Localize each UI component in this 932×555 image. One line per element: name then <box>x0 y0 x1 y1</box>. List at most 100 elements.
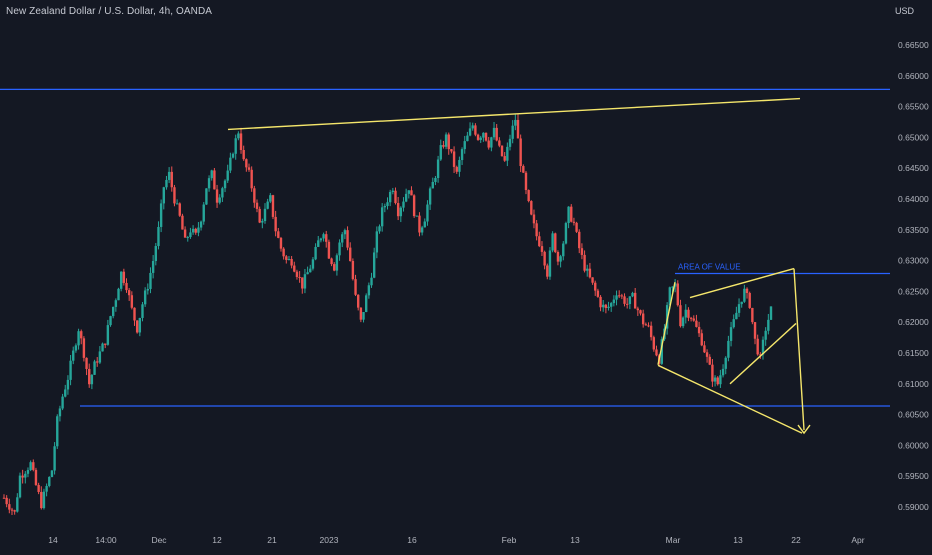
candle-body <box>375 231 379 253</box>
candle-body <box>570 206 573 222</box>
candle-body <box>218 197 221 203</box>
candle-body <box>125 282 128 291</box>
candle-body <box>317 240 320 247</box>
candles-group <box>2 113 773 516</box>
price-tick-label: 0.62500 <box>898 286 929 296</box>
candle-body <box>487 140 490 148</box>
candle-body <box>530 201 533 215</box>
candle-body <box>543 251 546 266</box>
candle-body <box>420 227 424 233</box>
candle-body <box>615 295 618 300</box>
candle-body <box>18 475 22 498</box>
candle-body <box>402 201 405 208</box>
candle-body <box>396 203 400 217</box>
candle-body <box>101 343 104 352</box>
candle-body <box>463 141 466 150</box>
area-of-value-label: AREA OF VALUE <box>678 263 741 272</box>
price-tick-label: 0.62000 <box>898 317 929 327</box>
candle-body <box>159 203 163 227</box>
candle-body <box>591 277 594 283</box>
candle-body <box>628 296 632 305</box>
candle-body <box>322 234 325 239</box>
time-tick-label: 13 <box>570 535 580 545</box>
candle-body <box>186 237 189 239</box>
candle-body <box>546 265 549 277</box>
candle-body <box>671 286 674 288</box>
candle-body <box>175 203 179 205</box>
time-tick-label: Apr <box>851 535 864 545</box>
time-tick-label: Mar <box>666 535 681 545</box>
candle-body <box>277 231 280 238</box>
candle-body <box>157 226 160 247</box>
candle-body <box>455 166 458 172</box>
price-axis[interactable]: 0.66500 0.66000 0.65500 0.65000 0.64500 0.640… <box>898 40 929 512</box>
candle-body <box>468 128 472 136</box>
candle-body <box>484 132 488 141</box>
candle-body <box>610 303 613 307</box>
candle-body <box>442 145 445 147</box>
candle-body <box>556 251 560 262</box>
candle-body <box>253 188 256 203</box>
candle-body <box>631 292 634 297</box>
price-tick-label: 0.66000 <box>898 71 929 81</box>
candle-body <box>575 222 578 232</box>
time-axis[interactable]: 14 14:00 Dec 12 21 2023 16 Feb 13 Mar 13 22 Apr <box>48 535 865 545</box>
candle-body <box>357 294 360 308</box>
candle-body <box>514 119 517 126</box>
candle-body <box>604 304 608 308</box>
candle-body <box>578 231 581 249</box>
candle-body <box>226 170 229 181</box>
candle-body <box>258 208 261 223</box>
candle-body <box>93 361 96 375</box>
candle-body <box>138 317 142 333</box>
candle-body <box>263 208 267 222</box>
candle-body <box>655 349 658 356</box>
candle-body <box>444 134 448 147</box>
time-tick-label: 21 <box>267 535 277 545</box>
candle-body <box>32 462 35 470</box>
price-tick-label: 0.65500 <box>898 102 929 112</box>
symbol-title: New Zealand Dollar / U.S. Dollar, 4h, OA… <box>6 6 213 17</box>
candle-body <box>154 246 158 262</box>
candle-body <box>178 203 181 216</box>
candle-body <box>479 137 482 140</box>
candle-body <box>428 188 432 205</box>
candle-body <box>450 149 453 152</box>
time-tick-label: 12 <box>212 535 222 545</box>
candle-body <box>759 354 762 356</box>
candle-body <box>295 271 299 277</box>
candle-body <box>362 312 365 320</box>
candle-body <box>261 221 264 223</box>
candle-body <box>735 312 738 320</box>
candle-body <box>167 171 171 180</box>
candle-body <box>5 497 8 505</box>
candle-body <box>247 167 251 170</box>
candle-body <box>727 340 730 358</box>
candle-body <box>633 292 637 309</box>
candle-body <box>652 337 656 350</box>
candle-body <box>181 215 184 230</box>
candle-body <box>732 319 735 328</box>
candle-body <box>346 230 349 248</box>
candle-body <box>599 296 602 308</box>
candle-body <box>713 377 717 382</box>
candle-body <box>625 303 629 305</box>
candle-body <box>412 195 416 217</box>
candle-body <box>202 204 205 222</box>
candle-body <box>572 221 576 223</box>
currency-label: USD <box>894 6 914 16</box>
candle-body <box>165 179 168 188</box>
candle-body <box>527 190 530 202</box>
candle-body <box>106 325 110 345</box>
candle-body <box>689 317 693 319</box>
candle-body <box>26 470 30 474</box>
price-tick-label: 0.59500 <box>898 471 929 481</box>
candle-body <box>37 484 40 492</box>
candle-body <box>335 255 339 271</box>
price-tick-label: 0.60500 <box>898 410 929 420</box>
candle-body <box>769 306 773 320</box>
candle-body <box>676 283 679 306</box>
candle-body <box>503 156 506 161</box>
